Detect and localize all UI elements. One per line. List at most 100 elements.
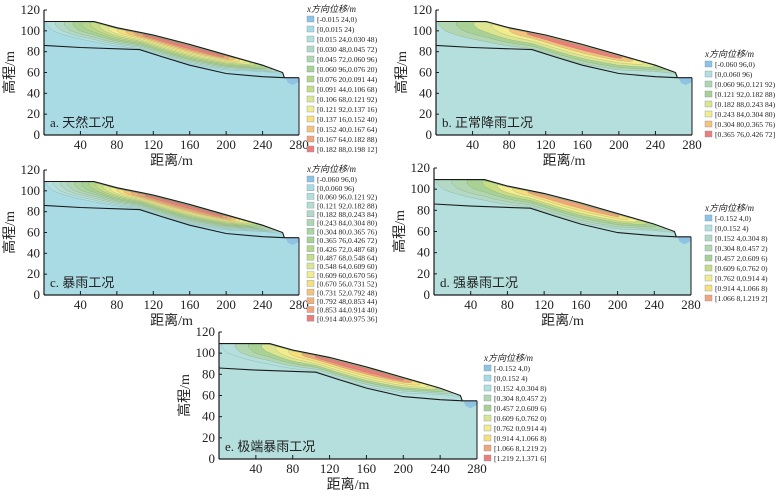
y-tick-label: 0	[209, 451, 216, 466]
legend-entry-label: [0.304 80,0.365 76)	[715, 120, 776, 129]
y-axis-label: 高程/m	[1, 51, 18, 94]
x-tick-label: 40	[74, 137, 87, 152]
x-tick-label: 80	[286, 461, 299, 476]
legend-swatch	[306, 254, 315, 261]
x-tick-label: 240	[253, 137, 273, 152]
panel-label: e. 极端暴雨工况	[225, 439, 315, 454]
x-tick-label: 80	[503, 137, 516, 152]
y-tick-label: 80	[27, 204, 40, 219]
legend-entry-label: [-0.015 24,0)	[317, 15, 357, 24]
x-tick-label: 160	[180, 297, 200, 312]
y-tick-label: 80	[202, 366, 215, 381]
y-axis-label: 高程/m	[176, 374, 193, 417]
legend-swatch	[704, 120, 713, 128]
legend-swatch	[704, 234, 713, 242]
legend-entry-label: [0.304 80,0.365 76)	[317, 227, 378, 236]
legend-swatch	[306, 135, 315, 143]
legend-swatch	[306, 280, 315, 287]
legend-entry-label: [1.066 8,1.219 2)	[494, 444, 547, 453]
legend-entry-label: [0.914 4,1.066 8)	[494, 434, 547, 443]
legend-entry-label: [-0.152 4,0)	[715, 214, 752, 223]
legend-entry-label: [0,0.152 4)	[715, 224, 749, 233]
y-tick-label: 100	[21, 183, 41, 198]
legend-swatch	[306, 227, 315, 235]
panel-label: a. 天然工况	[50, 115, 114, 130]
legend-swatch	[306, 271, 315, 278]
legend-entry-label: [0.015 24,0.030 48)	[317, 35, 378, 44]
legend-swatch	[483, 394, 492, 402]
x-tick-label: 120	[534, 297, 554, 312]
slope-body	[436, 21, 692, 135]
panel-label: d. 强暴雨工况	[440, 275, 518, 290]
y-tick-label: 40	[202, 409, 215, 424]
ground-surface-line	[436, 20, 692, 79]
legend-entry-label: [0.762 0,0.914 4)	[494, 424, 547, 433]
legend-swatch	[704, 254, 713, 262]
x-tick-label: 280	[289, 137, 309, 152]
legend-swatch	[306, 297, 315, 304]
legend-entry-label: [0.609 60,0.670 56)	[317, 271, 378, 280]
x-tick-label: 80	[110, 137, 123, 152]
legend-swatch	[306, 35, 315, 43]
y-tick-label: 20	[202, 430, 215, 445]
legend-swatch	[306, 125, 315, 133]
legend-entry-label: [0.060 96,0.121 92)	[715, 80, 776, 89]
panel-d: 0 20 40 60 80 100 120 40 80 120 160 200 240 280 距离/m 高程…	[391, 160, 768, 329]
x-axis-label: 距离/m	[327, 476, 370, 493]
ground-surface-line	[219, 343, 477, 402]
legend-entry-label: [0.487 68,0.548 64)	[317, 254, 378, 263]
legend-swatch	[306, 236, 315, 244]
legend-title: x方向位移/m	[704, 49, 754, 59]
legend-swatch	[704, 294, 713, 302]
contour-band	[526, 32, 622, 59]
x-tick-label: 280	[682, 137, 702, 152]
x-tick-label: 40	[249, 461, 262, 476]
legend-entry-label: [1.066 8,1.219 2]	[715, 294, 768, 303]
x-tick-label: 200	[216, 297, 236, 312]
y-tick-label: 20	[27, 106, 40, 121]
legend-swatch	[306, 306, 315, 313]
legend-entry-label: [0.609 6,0.762 0)	[494, 414, 547, 423]
legend-swatch	[306, 262, 315, 270]
y-tick-label: 0	[426, 127, 433, 142]
legend-entry-label: [0.457 2,0.609 6)	[494, 404, 547, 413]
y-tick-label: 0	[424, 287, 431, 302]
x-tick-label: 120	[144, 137, 164, 152]
legend: x方向位移/m[-0.152 4,0)[0,0.152 4)[0.152 4,0…	[483, 353, 547, 463]
legend-swatch	[704, 284, 713, 292]
contour-band	[143, 34, 224, 58]
legend-swatch	[306, 315, 315, 322]
legend-entry-label: [0.152 4,0.304 8)	[494, 384, 547, 393]
x-tick-label: 160	[357, 461, 377, 476]
legend-swatch	[306, 175, 315, 183]
y-tick-label: 80	[417, 202, 430, 217]
y-tick-label: 40	[419, 85, 432, 100]
x-tick-label: 160	[180, 137, 200, 152]
legend-swatch	[704, 224, 713, 232]
x-tick-label: 80	[501, 297, 514, 312]
panel-a: 0 20 40 60 80 100 120 40 80 120 160 200 240 280 距离/m 高程…	[1, 2, 378, 169]
y-tick-label: 120	[413, 2, 433, 17]
legend-swatch	[306, 65, 315, 73]
legend-swatch	[483, 414, 492, 422]
legend: x方向位移/m[-0.015 24,0)[0,0.015 24)[0.015 2…	[306, 4, 378, 154]
y-tick-label: 60	[417, 224, 430, 239]
legend-swatch	[306, 15, 315, 23]
legend-entry-label: [0.060 96,0.076 20)	[317, 65, 378, 74]
y-tick-label: 120	[21, 2, 41, 17]
legend-swatch	[306, 75, 315, 83]
x-axis-label: 距离/m	[541, 312, 584, 329]
legend-swatch	[483, 364, 492, 372]
panel-label: c. 暴雨工况	[50, 275, 114, 290]
y-axis-label: 高程/m	[391, 210, 408, 253]
x-tick-label: 120	[320, 461, 340, 476]
legend-entry-label: [0.914 4,1.066 8)	[715, 284, 768, 293]
slip-surface-line	[43, 44, 285, 79]
y-tick-label: 80	[419, 44, 432, 59]
contour-band	[144, 194, 223, 217]
legend-entry-label: [0.137 16,0.152 40)	[317, 115, 378, 124]
x-tick-label: 160	[571, 297, 591, 312]
legend-title: x方向位移/m	[704, 203, 754, 213]
x-tick-label: 160	[573, 137, 593, 152]
